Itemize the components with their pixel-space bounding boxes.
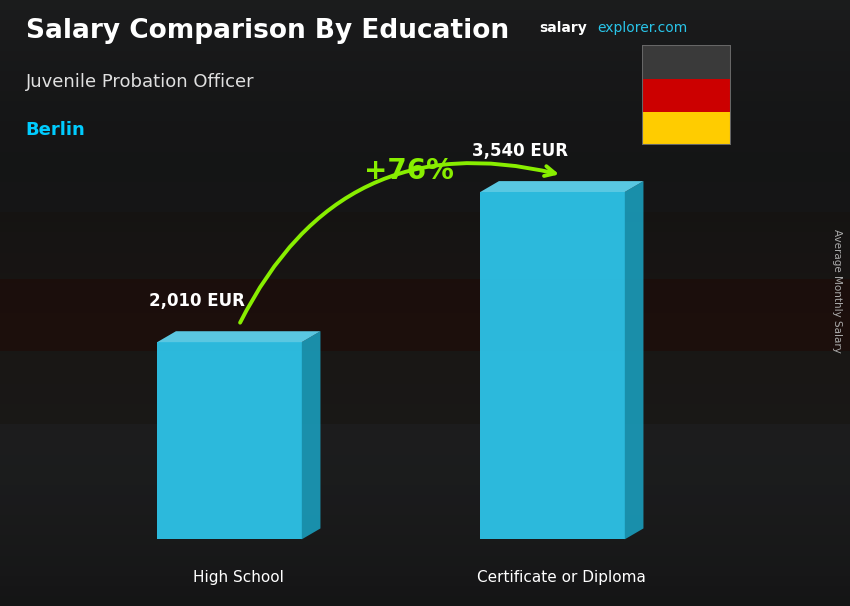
Polygon shape (480, 181, 643, 192)
Polygon shape (157, 342, 302, 539)
Text: Salary Comparison By Education: Salary Comparison By Education (26, 18, 508, 44)
Bar (0, 505, 850, 515)
Text: Berlin: Berlin (26, 121, 85, 139)
Bar (0, 384, 850, 394)
Text: Average Monthly Salary: Average Monthly Salary (832, 229, 842, 353)
Bar (0, 242, 850, 253)
Text: 2,010 EUR: 2,010 EUR (149, 292, 245, 310)
Bar (0, 344, 850, 353)
Bar (0, 596, 850, 606)
Bar (0, 50, 850, 61)
Text: Juvenile Probation Officer: Juvenile Probation Officer (26, 73, 254, 91)
Bar (0, 0, 850, 10)
Bar (0, 30, 850, 41)
Polygon shape (302, 331, 320, 539)
Bar (0, 61, 850, 71)
Bar (0, 192, 850, 202)
Bar (0, 71, 850, 81)
Bar (0, 81, 850, 91)
Bar (0, 545, 850, 556)
Bar (0, 283, 850, 293)
Polygon shape (157, 331, 320, 342)
Bar (642, 112, 731, 145)
Bar (0, 313, 850, 323)
Text: explorer.com: explorer.com (598, 21, 688, 35)
Bar (0, 435, 850, 444)
Polygon shape (625, 181, 643, 539)
Bar (0, 20, 850, 30)
Bar (0, 202, 850, 212)
Bar (0, 374, 850, 384)
Bar (0, 495, 850, 505)
Bar (0, 182, 850, 192)
Bar (0, 556, 850, 565)
Polygon shape (480, 192, 625, 539)
Bar (0, 141, 850, 152)
Bar (642, 45, 731, 79)
Bar (0, 323, 850, 333)
Bar (0, 171, 850, 182)
Bar (0, 586, 850, 596)
Bar (0, 232, 850, 242)
Bar (0, 273, 850, 283)
Bar (0, 333, 850, 344)
Bar (0, 414, 850, 424)
Bar (0, 10, 850, 20)
Bar (0, 293, 850, 303)
Bar (0, 474, 850, 485)
Bar (0, 353, 850, 364)
Text: High School: High School (194, 570, 284, 585)
Bar (0, 253, 850, 262)
Bar (0, 222, 850, 232)
Text: 3,540 EUR: 3,540 EUR (472, 142, 568, 160)
Bar (0, 212, 850, 222)
Bar (0, 465, 850, 474)
Bar (0, 394, 850, 404)
Text: Certificate or Diploma: Certificate or Diploma (478, 570, 646, 585)
Bar (0, 364, 850, 374)
Bar (0, 404, 850, 414)
Bar (0, 279, 850, 351)
Bar (642, 79, 731, 112)
Bar (0, 101, 850, 111)
Bar (0, 485, 850, 495)
Bar (0, 212, 850, 424)
Bar (0, 152, 850, 162)
Bar (0, 91, 850, 101)
Bar (0, 515, 850, 525)
Bar (0, 132, 850, 141)
Bar (0, 111, 850, 121)
Bar (0, 424, 850, 435)
Bar (0, 303, 850, 313)
Bar (0, 576, 850, 586)
Bar (0, 525, 850, 535)
Bar (0, 454, 850, 465)
Bar (0, 262, 850, 273)
Bar (0, 444, 850, 454)
Bar (0, 565, 850, 576)
Bar (0, 121, 850, 132)
Bar (0, 162, 850, 171)
Text: salary: salary (540, 21, 587, 35)
Bar (0, 535, 850, 545)
Text: +76%: +76% (364, 158, 454, 185)
Bar (0, 41, 850, 50)
